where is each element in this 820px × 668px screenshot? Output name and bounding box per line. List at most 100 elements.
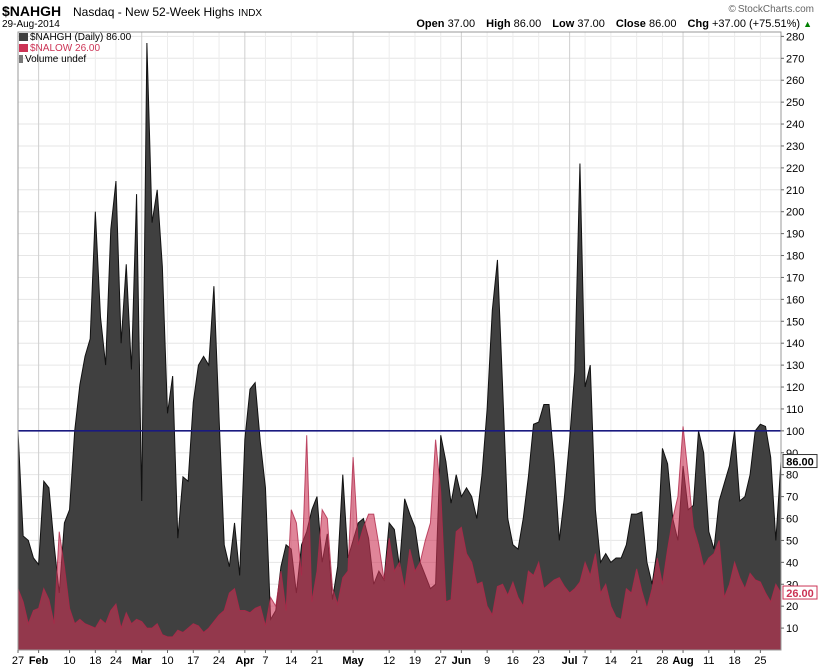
low-label: Low bbox=[552, 18, 575, 30]
series-area-nalow bbox=[18, 426, 781, 650]
last-label-nalow: 26.00 bbox=[782, 585, 818, 600]
legend-swatch-red bbox=[19, 44, 28, 52]
y-axis: 1020304050607080901001101201301401501601… bbox=[781, 31, 804, 635]
x-tick-label: Jul bbox=[562, 655, 578, 667]
legend-swatch-dark bbox=[19, 33, 28, 41]
last-label-nahgh: 86.00 bbox=[782, 454, 818, 469]
last-label-nahgh-box bbox=[782, 454, 818, 469]
y-tick-label: 240 bbox=[786, 119, 804, 131]
y-tick-label: 120 bbox=[786, 382, 804, 394]
x-tick-label: 24 bbox=[213, 655, 225, 667]
x-tick-label: 24 bbox=[110, 655, 122, 667]
brand-label: StockCharts.com bbox=[737, 4, 814, 15]
x-tick-label: 9 bbox=[484, 655, 490, 667]
y-tick-label: 190 bbox=[786, 229, 804, 241]
up-arrow-icon: ▲ bbox=[803, 19, 812, 29]
legend-item-nalow: $NALOW 26.00 bbox=[19, 43, 131, 54]
x-tick-label: 28 bbox=[656, 655, 668, 667]
symbol-name: Nasdaq - New 52-Week Highs INDX bbox=[73, 5, 262, 19]
x-tick-label: 25 bbox=[754, 655, 766, 667]
legend-item-nahgh: $NAHGH (Daily) 86.00 bbox=[19, 32, 131, 43]
x-tick-label: 27 bbox=[435, 655, 447, 667]
x-tick-label: 10 bbox=[161, 655, 173, 667]
x-tick-label: 12 bbox=[383, 655, 395, 667]
x-tick-label: 16 bbox=[507, 655, 519, 667]
y-tick-label: 10 bbox=[786, 623, 798, 635]
x-tick-label: Jun bbox=[452, 655, 472, 667]
ohlc-readout: Open 37.00 High 86.00 Low 37.00 Close 86… bbox=[408, 18, 812, 30]
last-label-nalow-text: 26.00 bbox=[786, 588, 814, 600]
y-tick-label: 200 bbox=[786, 207, 804, 219]
x-tick-label: 7 bbox=[262, 655, 268, 667]
series-line-nalow bbox=[17, 426, 782, 638]
y-tick-label: 20 bbox=[786, 601, 798, 613]
y-tick-label: 150 bbox=[786, 316, 804, 328]
chg-value: +37.00 (+75.51%) bbox=[712, 18, 801, 30]
x-tick-label: Aug bbox=[672, 655, 693, 667]
last-label-nahgh-text: 86.00 bbox=[786, 457, 814, 469]
close-value: 86.00 bbox=[648, 18, 677, 30]
legend: $NAHGH (Daily) 86.00 $NALOW 26.00 Volume… bbox=[19, 32, 131, 65]
y-tick-label: 100 bbox=[786, 426, 804, 438]
legend-label-volume: Volume undef bbox=[25, 54, 87, 65]
series-area-nahgh bbox=[18, 42, 781, 650]
chart-date: 29-Aug-2014 bbox=[2, 19, 60, 30]
y-tick-label: 230 bbox=[786, 141, 804, 153]
y-tick-label: 140 bbox=[786, 338, 804, 350]
last-value-labels: 86.00 26.00 bbox=[782, 454, 818, 600]
y-tick-label: 210 bbox=[786, 185, 804, 197]
x-tick-label: May bbox=[342, 655, 364, 667]
last-label-nalow-box bbox=[782, 585, 818, 600]
symbol-title: $NAHGH bbox=[2, 3, 62, 19]
y-tick-label: 50 bbox=[786, 535, 798, 547]
x-tick-label: 23 bbox=[533, 655, 545, 667]
y-tick-label: 170 bbox=[786, 272, 804, 284]
y-tick-label: 40 bbox=[786, 557, 798, 569]
y-tick-label: 250 bbox=[786, 97, 804, 109]
plot-frame bbox=[17, 31, 782, 651]
legend-item-volume: Volume undef bbox=[19, 54, 131, 65]
high-value: 86.00 bbox=[513, 18, 542, 30]
x-tick-label: 14 bbox=[285, 655, 297, 667]
x-tick-label: 7 bbox=[582, 655, 588, 667]
low-value: 37.00 bbox=[577, 18, 605, 30]
high-label: High bbox=[486, 18, 511, 30]
chart-header: $NAHGH Nasdaq - New 52-Week Highs INDX 29… bbox=[0, 0, 820, 32]
y-tick-label: 80 bbox=[786, 470, 798, 482]
open-label: Open bbox=[416, 18, 445, 30]
y-tick-label: 130 bbox=[786, 360, 804, 372]
series-areas bbox=[17, 42, 782, 650]
x-axis: 27 Feb 10 18 24 Mar 10 17 24 Apr 7 14 21 May 12 19 27 Jun… bbox=[12, 650, 767, 667]
exchange-label: INDX bbox=[238, 8, 263, 19]
y-tick-label: 60 bbox=[786, 514, 798, 526]
y-tick-label: 160 bbox=[786, 294, 804, 306]
brand-watermark[interactable]: © StockCharts.com bbox=[728, 4, 814, 15]
x-tick-label: 19 bbox=[409, 655, 421, 667]
y-tick-label: 260 bbox=[786, 75, 804, 87]
y-tick-label: 220 bbox=[786, 163, 804, 175]
y-tick-label: 280 bbox=[786, 31, 804, 43]
x-tick-label: 18 bbox=[728, 655, 740, 667]
open-value: 37.00 bbox=[447, 18, 476, 30]
x-tick-label: 21 bbox=[631, 655, 643, 667]
y-tick-label: 180 bbox=[786, 251, 804, 263]
close-label: Close bbox=[615, 18, 646, 30]
y-tick-label: 270 bbox=[786, 53, 804, 65]
x-tick-label: 11 bbox=[703, 655, 714, 667]
copyright-icon: © bbox=[728, 4, 736, 15]
symbol-description: Nasdaq - New 52-Week Highs bbox=[73, 5, 235, 19]
x-tick-label: 27 bbox=[12, 655, 24, 667]
legend-label-nalow: $NALOW 26.00 bbox=[30, 43, 101, 54]
y-tick-label: 110 bbox=[786, 404, 804, 416]
x-tick-label: 17 bbox=[187, 655, 199, 667]
y-tick-label: 70 bbox=[786, 492, 798, 504]
x-tick-label: 14 bbox=[605, 655, 617, 667]
x-tick-label: 10 bbox=[63, 655, 75, 667]
x-tick-label: Feb bbox=[29, 655, 49, 667]
plot-border bbox=[17, 31, 782, 651]
x-tick-label: Mar bbox=[132, 655, 152, 667]
legend-label-nahgh: $NAHGH (Daily) 86.00 bbox=[30, 32, 132, 43]
legend-swatch-volume bbox=[19, 55, 23, 63]
x-tick-label: 18 bbox=[89, 655, 101, 667]
